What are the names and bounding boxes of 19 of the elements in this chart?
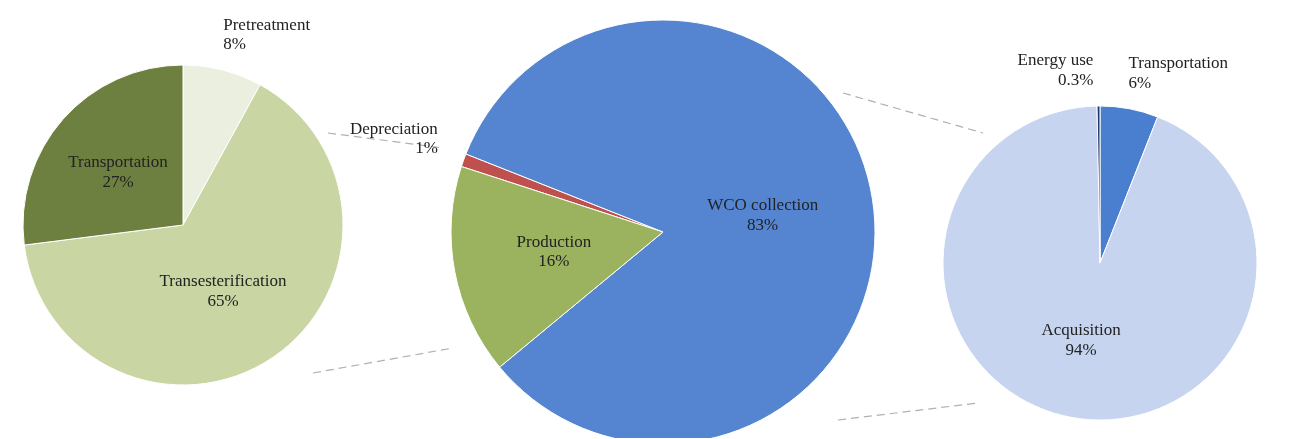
slice-label: Transportation [68, 152, 169, 172]
slice-label: Transesterification [159, 271, 287, 291]
data-label: 94% [1065, 339, 1097, 359]
slice-label: Production [516, 231, 592, 251]
slice-label: WCO collection [707, 195, 819, 215]
data-label: 0.3% [1057, 69, 1094, 89]
slice-label: Transportation [1128, 53, 1229, 73]
slice-label: Acquisition [1041, 320, 1122, 340]
pie-slice [942, 105, 1258, 421]
slice-label: Depreciation [350, 118, 439, 138]
data-label: 6% [1128, 72, 1152, 92]
data-label: 8% [223, 34, 246, 54]
slice-label: Energy use [1017, 50, 1094, 70]
data-label: 83% [747, 214, 779, 234]
data-label: 16% [538, 251, 570, 271]
data-label: 1% [415, 138, 438, 158]
data-label: 65% [207, 290, 239, 310]
slice-label: Pretreatment [223, 14, 311, 34]
data-label: 27% [102, 171, 134, 191]
